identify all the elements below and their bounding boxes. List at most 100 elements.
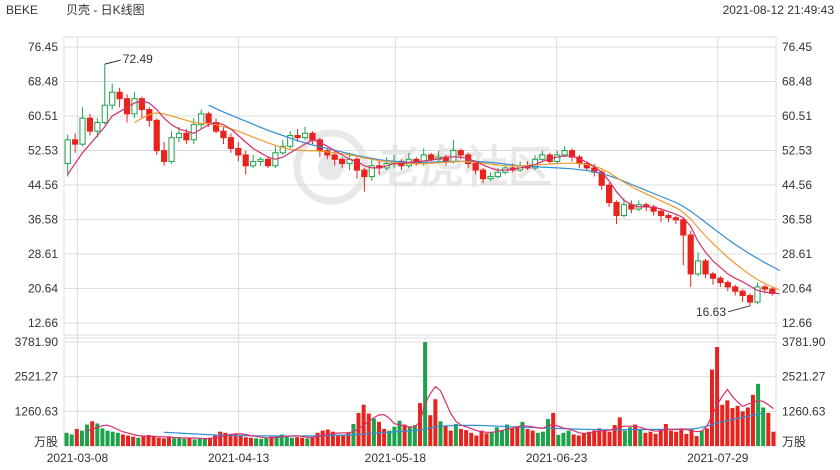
volume-bar bbox=[479, 430, 484, 446]
y-tick-label-left: 68.48 bbox=[28, 74, 58, 88]
volume-bar bbox=[469, 432, 474, 446]
candle bbox=[86, 113, 94, 136]
volume-tick-label-left: 1260.63 bbox=[15, 404, 59, 418]
volume-bar bbox=[684, 433, 689, 446]
candle bbox=[287, 131, 294, 149]
volume-bar bbox=[628, 427, 633, 446]
candle-body-up bbox=[754, 286, 761, 303]
candle-body-down bbox=[472, 163, 479, 171]
candle-body-up bbox=[109, 91, 116, 106]
volume-bar bbox=[161, 438, 166, 446]
volume-bar bbox=[289, 437, 294, 446]
candle bbox=[79, 107, 86, 147]
candle-body-down bbox=[702, 260, 709, 275]
volume-ma-long-line bbox=[163, 412, 764, 437]
volume-bar bbox=[689, 429, 694, 446]
volume-bar bbox=[233, 434, 238, 446]
low-annotation-leader bbox=[727, 305, 751, 313]
volume-bar bbox=[679, 428, 684, 446]
volume-bar bbox=[761, 407, 766, 446]
candle-body-up bbox=[539, 154, 546, 160]
volume-bar bbox=[453, 424, 458, 446]
y-tick-label-right: 20.64 bbox=[782, 281, 812, 295]
volume-bar bbox=[551, 413, 556, 446]
volume-bar bbox=[581, 433, 586, 446]
candle bbox=[732, 284, 739, 296]
volume-bar bbox=[576, 435, 581, 446]
candle-body-down bbox=[568, 150, 576, 158]
candle-body-down bbox=[613, 202, 620, 217]
volume-bar bbox=[202, 438, 207, 446]
volume-bar bbox=[182, 438, 187, 446]
candle-body-up bbox=[620, 204, 628, 217]
watermark-logo-inner bbox=[318, 154, 344, 180]
volume-bar bbox=[668, 430, 673, 446]
volume-bar bbox=[694, 436, 699, 446]
candle bbox=[709, 271, 717, 285]
candle bbox=[739, 289, 746, 303]
x-tick-label: 2021-06-23 bbox=[526, 451, 588, 465]
volume-bar bbox=[648, 431, 653, 446]
x-tick-label: 2021-05-18 bbox=[365, 451, 427, 465]
volume-bar bbox=[638, 428, 643, 446]
candle bbox=[131, 92, 138, 119]
volume-bar bbox=[366, 413, 371, 446]
candle-body-down bbox=[183, 132, 190, 141]
y-tick-label-left: 20.64 bbox=[28, 281, 58, 295]
candle bbox=[339, 157, 346, 168]
volume-bar bbox=[740, 411, 745, 446]
candle bbox=[235, 141, 242, 162]
volume-bar bbox=[443, 426, 448, 446]
candle-body-up bbox=[450, 150, 457, 162]
volume-bar bbox=[412, 425, 417, 446]
volume-bar bbox=[715, 347, 720, 446]
candle-body-down bbox=[724, 282, 731, 288]
candle-body-down bbox=[72, 139, 79, 145]
volume-bar bbox=[325, 429, 330, 446]
candle-body-down bbox=[746, 295, 754, 303]
candle-body-up bbox=[554, 154, 561, 162]
volume-bar bbox=[458, 428, 463, 446]
candle-body-down bbox=[680, 219, 687, 236]
candle bbox=[606, 183, 613, 207]
volume-bar bbox=[704, 428, 709, 446]
y-tick-label-left: 76.45 bbox=[28, 40, 58, 54]
volume-bar bbox=[699, 430, 704, 446]
volume-bar bbox=[79, 430, 84, 446]
volume-bar bbox=[402, 424, 407, 446]
volume-bar bbox=[622, 430, 627, 446]
volume-bar bbox=[315, 432, 320, 446]
candle bbox=[576, 154, 583, 168]
volume-bar bbox=[766, 413, 771, 446]
volume-bar bbox=[633, 424, 638, 446]
volume-bar bbox=[597, 428, 602, 446]
volume-bar bbox=[735, 405, 740, 446]
volume-bar bbox=[120, 434, 125, 446]
candle-body-down bbox=[161, 150, 168, 162]
y-tick-label-left: 28.61 bbox=[28, 247, 58, 261]
candle bbox=[628, 200, 635, 214]
volume-bar bbox=[269, 436, 274, 446]
candle-body-down bbox=[361, 169, 368, 178]
volume-unit-right: 万股 bbox=[782, 435, 806, 449]
grid-layer bbox=[64, 37, 776, 446]
volume-bar bbox=[126, 435, 131, 446]
candle-body-down bbox=[717, 277, 724, 284]
candle-body-up bbox=[175, 132, 183, 139]
candle-body-down bbox=[153, 119, 160, 152]
volume-bar bbox=[571, 434, 576, 446]
candle-body-down bbox=[235, 147, 242, 156]
volume-bar bbox=[561, 432, 566, 446]
volume-bar bbox=[587, 431, 592, 446]
volume-bar bbox=[464, 430, 469, 446]
candle-body-down bbox=[264, 158, 272, 167]
candle-body-down bbox=[86, 117, 94, 132]
volume-bar bbox=[223, 432, 228, 446]
y-axis-ticks: 76.45 76.45 68.48 68.48 60.51 60.51 52.53 52.53… bbox=[15, 40, 826, 449]
candle-body-down bbox=[205, 113, 212, 124]
volume-tick-label-left: 2521.27 bbox=[15, 370, 59, 384]
candle-body-up bbox=[94, 122, 101, 132]
volume-bar bbox=[592, 430, 597, 446]
candle-body-up bbox=[198, 113, 205, 126]
candle-body-up bbox=[561, 150, 568, 156]
